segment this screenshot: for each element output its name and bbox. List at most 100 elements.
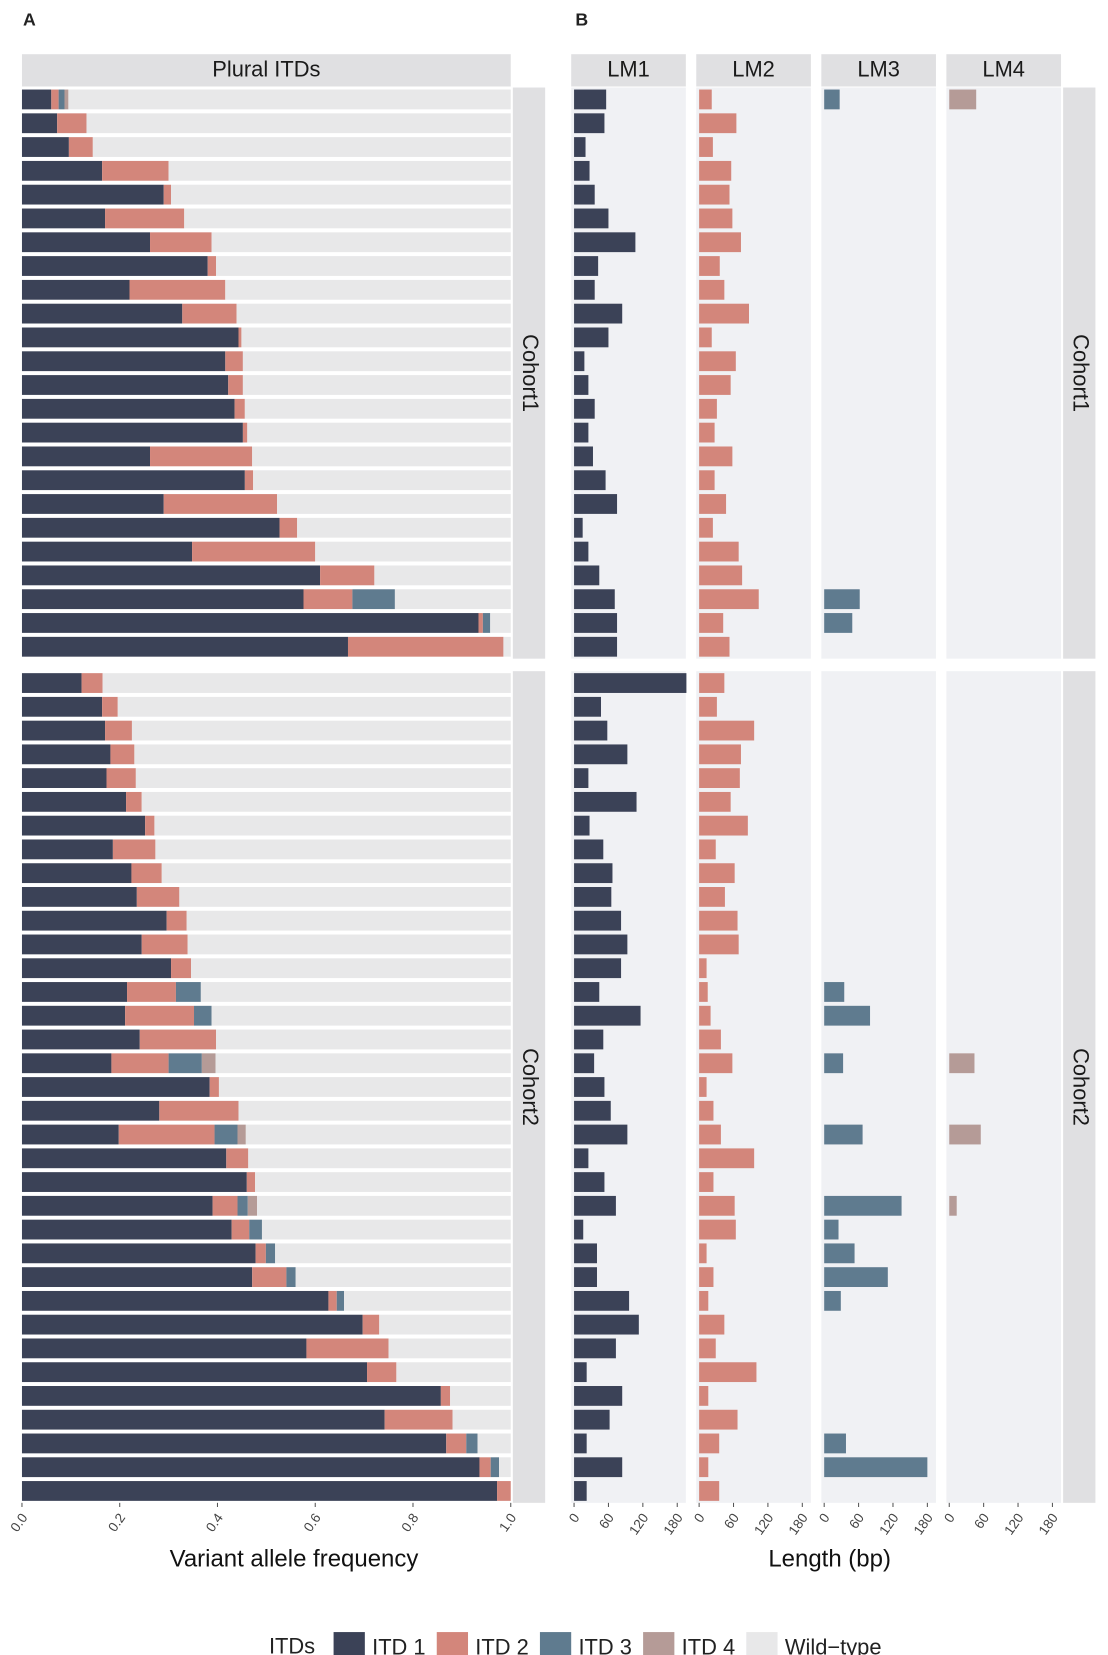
bar	[574, 160, 590, 181]
bar	[699, 517, 713, 538]
bar-segment	[21, 673, 82, 693]
bar-segment	[277, 494, 511, 514]
bar-segment	[21, 565, 321, 586]
bar	[824, 1433, 846, 1454]
bar-segment	[159, 1100, 239, 1121]
bar-segment	[21, 887, 137, 907]
bar-segment	[21, 184, 164, 205]
bar-segment	[216, 1029, 511, 1050]
bar	[574, 1005, 641, 1026]
bar-segment	[234, 398, 245, 419]
bar-segment	[21, 1457, 480, 1478]
legend-key	[539, 1632, 572, 1655]
bar	[699, 1243, 707, 1264]
strip	[21, 54, 511, 87]
bar	[574, 1314, 639, 1335]
x-tick-label: 0	[691, 1511, 708, 1526]
bar-segment	[279, 517, 298, 538]
bar-segment	[21, 517, 280, 538]
bar-segment	[336, 1290, 345, 1311]
x-tick-label: 180	[911, 1511, 936, 1538]
legend-title: ITDs	[269, 1633, 315, 1655]
bar-segment	[252, 446, 511, 467]
bar-segment	[106, 768, 136, 789]
bar-segment	[21, 160, 103, 181]
bar	[574, 303, 623, 324]
bar	[699, 958, 707, 979]
bar-segment	[150, 232, 212, 253]
bar-segment	[394, 589, 511, 610]
bar-segment	[248, 1148, 511, 1169]
bar-segment	[102, 696, 118, 717]
bar-segment	[440, 1386, 451, 1406]
bar	[574, 815, 590, 836]
bar-segment	[212, 1195, 238, 1216]
bar	[574, 1267, 597, 1288]
bar-segment	[21, 815, 146, 836]
bar-segment	[237, 1195, 248, 1216]
bar-segment	[21, 720, 106, 741]
bar-segment	[238, 1100, 511, 1121]
bar	[824, 1290, 841, 1311]
bar	[574, 839, 604, 860]
bar-segment	[68, 89, 511, 110]
bar	[699, 351, 736, 372]
bar-segment	[242, 351, 511, 372]
bar-segment	[21, 863, 132, 884]
bar-segment	[247, 1195, 258, 1216]
bar	[699, 232, 741, 253]
x-tick-label: 60	[596, 1511, 617, 1532]
bar-segment	[303, 589, 353, 610]
bar	[574, 1362, 587, 1383]
strip-title: Plural ITDs	[212, 57, 320, 82]
facet-panel	[821, 87, 936, 659]
bar	[574, 1077, 605, 1097]
bar	[574, 279, 595, 300]
bar	[699, 1005, 711, 1026]
legend-label: ITD 3	[578, 1635, 631, 1655]
bar	[574, 791, 637, 812]
bar	[699, 1029, 721, 1050]
bar-segment	[102, 673, 511, 693]
bar-segment	[490, 613, 511, 633]
bar	[949, 1053, 975, 1074]
facet-panel	[946, 671, 1062, 1503]
bar	[699, 494, 727, 514]
bar	[699, 1195, 735, 1216]
bar	[824, 1457, 928, 1478]
bar-segment	[21, 613, 479, 633]
bar-segment	[246, 1172, 256, 1192]
bar-segment	[379, 1314, 511, 1335]
bar-segment	[347, 636, 504, 657]
bar	[699, 887, 725, 907]
bar	[699, 541, 739, 562]
bar	[699, 422, 715, 443]
bar-segment	[21, 446, 151, 467]
bar-segment	[51, 89, 59, 110]
bar	[574, 1481, 587, 1501]
bar	[699, 113, 737, 134]
bar-segment	[141, 791, 511, 812]
bar	[574, 1219, 584, 1240]
strip	[571, 54, 686, 87]
bar	[699, 1409, 738, 1430]
bar-segment	[286, 1267, 296, 1288]
bar	[574, 863, 613, 884]
bar-segment	[477, 1433, 511, 1454]
bar-segment	[218, 1077, 511, 1097]
bar	[699, 208, 733, 229]
bar-segment	[446, 1433, 467, 1454]
bar	[824, 1124, 863, 1145]
x-tick-label: 120	[1001, 1511, 1026, 1538]
bar	[574, 1457, 623, 1478]
bar	[574, 256, 599, 276]
bar-segment	[129, 279, 226, 300]
bar	[824, 1243, 855, 1264]
x-tick-label: 180	[1036, 1511, 1061, 1538]
x-tick-label: 0.6	[301, 1511, 324, 1535]
bar-segment	[388, 1338, 511, 1359]
bar-segment	[118, 1124, 215, 1145]
x-tick-label: 60	[971, 1511, 992, 1532]
bar-segment	[21, 839, 113, 860]
x-tick-label: 60	[721, 1511, 742, 1532]
